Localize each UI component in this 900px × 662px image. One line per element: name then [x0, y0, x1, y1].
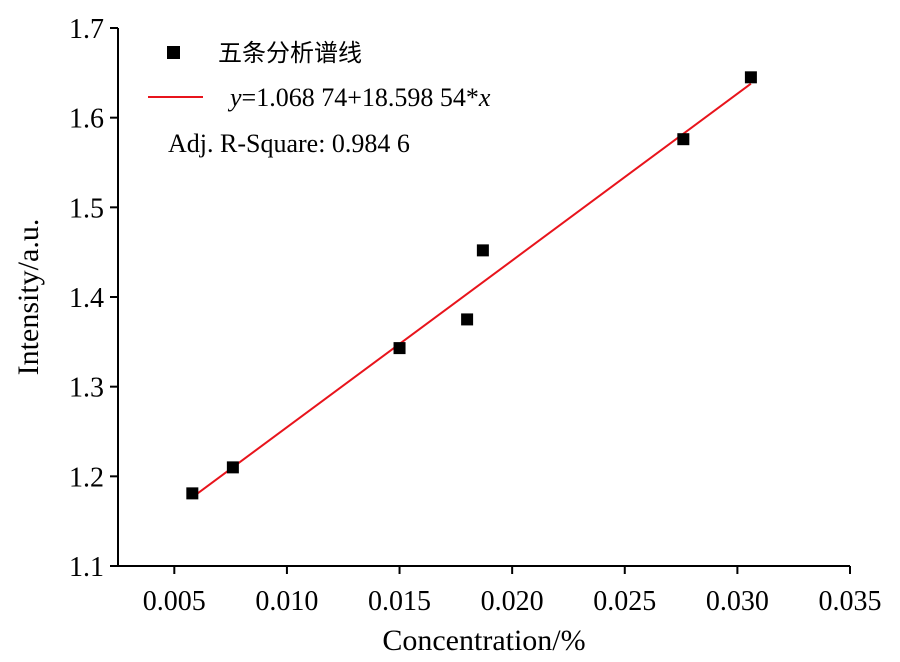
data-point — [393, 342, 406, 355]
data-points — [186, 71, 757, 500]
legend: 五条分析谱线 y=1.068 74+18.598 54*x Adj. R-Squ… — [148, 39, 491, 158]
data-point — [677, 133, 690, 146]
adj-r-square-annotation: Adj. R-Square: 0.984 6 — [168, 129, 410, 158]
fit-equation-prefix: y — [227, 83, 242, 112]
fit-equation: y=1.068 74+18.598 54*x — [227, 83, 491, 112]
x-axis-title: Concentration/% — [382, 624, 585, 657]
x-tick-label: 0.030 — [706, 586, 769, 617]
y-ticks: 1.1 1.2 1.3 1.4 1.5 1.6 1.7 — [69, 14, 118, 583]
y-tick-label: 1.6 — [69, 104, 104, 135]
fit-line — [191, 82, 752, 499]
legend-series-label: 五条分析谱线 — [218, 39, 362, 67]
data-point — [476, 244, 489, 257]
y-tick-label: 1.1 — [69, 552, 104, 583]
data-point — [226, 461, 239, 474]
x-tick-label: 0.020 — [481, 586, 544, 617]
data-point — [186, 487, 199, 500]
y-tick-label: 1.2 — [69, 462, 104, 493]
x-tick-label: 0.025 — [593, 586, 656, 617]
y-tick-label: 1.3 — [69, 373, 104, 404]
data-point — [744, 71, 757, 84]
y-tick-label: 1.5 — [69, 193, 104, 224]
x-tick-label: 0.010 — [255, 586, 318, 617]
y-tick-label: 1.4 — [69, 283, 104, 314]
x-tick-label: 0.035 — [819, 586, 882, 617]
fit-equation-suffix: x — [478, 83, 491, 112]
x-tick-label: 0.015 — [368, 586, 431, 617]
x-ticks: 0.005 0.010 0.015 0.020 0.025 0.030 0.035 — [143, 566, 882, 617]
y-tick-label: 1.7 — [69, 14, 104, 45]
legend-square-marker — [167, 46, 180, 59]
data-point — [461, 313, 474, 326]
fit-equation-body: =1.068 74+18.598 54* — [242, 83, 479, 112]
x-tick-label: 0.005 — [143, 586, 206, 617]
y-axis-title: Intensity/a.u. — [12, 219, 45, 376]
